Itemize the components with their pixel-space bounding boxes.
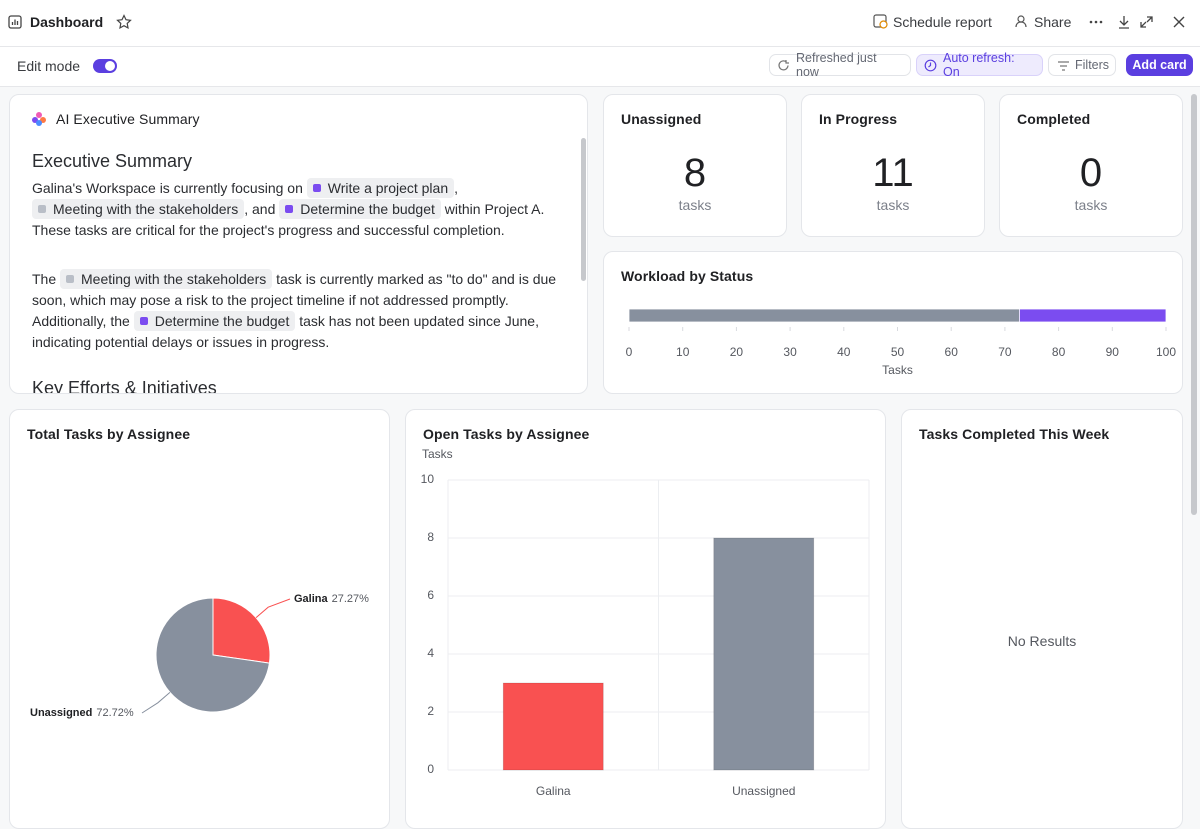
chip-icon [285, 205, 294, 213]
text: , [454, 180, 459, 196]
chip-icon [66, 275, 75, 283]
ai-icon [32, 112, 46, 126]
clock-icon [924, 59, 937, 72]
page-title: Dashboard [30, 14, 104, 30]
chip-label: Meeting with the stakeholders [53, 201, 239, 217]
edit-mode-label: Edit mode [17, 58, 81, 74]
chip-label: Meeting with the stakeholders [81, 271, 267, 287]
stat-card: In Progress 11 tasks [801, 94, 985, 237]
chart-title: Workload by Status [621, 268, 754, 284]
summary-heading: Executive Summary [32, 151, 193, 171]
filters-label: Filters [1075, 58, 1110, 72]
text: , and [244, 201, 280, 217]
refresh-icon [778, 60, 789, 71]
text: The [32, 271, 61, 287]
paragraph: The Meeting with the stakeholders task i… [32, 269, 562, 353]
header-icons[interactable] [1088, 14, 1188, 30]
bar-card: Open Tasks by Assignee [405, 409, 886, 829]
share-icon [1015, 15, 1027, 28]
pie-card: Total Tasks by Assignee [9, 409, 390, 829]
favorite-star[interactable] [116, 14, 132, 30]
task-chip: Determine the budget [279, 199, 441, 219]
card-title: Tasks Completed This Week [919, 426, 1110, 442]
stat-value: 11 [872, 151, 914, 195]
toggle-knob [105, 61, 115, 71]
auto-refresh-label: Auto refresh: On [943, 51, 1015, 79]
stat-card: Completed 0 tasks [999, 94, 1183, 237]
filters-button[interactable]: Filters [1048, 54, 1116, 76]
workload-card: Workload by Status [603, 251, 1183, 394]
stat-title: In Progress [819, 111, 898, 127]
task-chip: Meeting with the stakeholders [32, 199, 245, 219]
stat-unit: tasks [876, 197, 910, 213]
stat-value: 8 [683, 151, 707, 195]
schedule-icon [873, 14, 888, 29]
summary-card: AI Executive Summary Executive Summary G… [9, 94, 588, 394]
chip-icon [38, 205, 46, 213]
no-results: No Results [1007, 633, 1077, 649]
header: Dashboard Schedule report Share [0, 0, 1200, 47]
stat-value: 0 [1079, 151, 1103, 195]
chart-title: Total Tasks by Assignee [27, 426, 191, 442]
add-card-button[interactable]: Add card [1126, 54, 1193, 76]
chart-title: Open Tasks by Assignee [423, 426, 590, 442]
chip-icon [312, 184, 321, 192]
summary-heading-2: Key Efforts & Initiatives [32, 378, 217, 394]
task-chip: Determine the budget [133, 311, 296, 331]
task-chip: Write a project plan [306, 178, 455, 198]
scrollbar[interactable] [581, 138, 586, 281]
text: task has not been updated since June, in… [32, 313, 539, 350]
auto-refresh-button[interactable]: Auto refresh: On [916, 51, 1043, 79]
empty-card: Tasks Completed This Week No Results [901, 409, 1183, 829]
add-card-label: Add card [1132, 58, 1187, 72]
page-scrollbar[interactable] [1191, 94, 1197, 515]
summary-card-title: AI Executive Summary [56, 111, 200, 127]
dashboard-icon [8, 15, 22, 29]
edit-mode-toggle[interactable] [93, 59, 117, 73]
stat-card: Unassigned 8 tasks [603, 94, 787, 237]
share-button[interactable]: Share [1034, 14, 1072, 30]
task-chip: Meeting with the stakeholders [60, 269, 273, 289]
refresh-label: Refreshed just now [796, 51, 877, 79]
stat-unit: tasks [1074, 197, 1108, 213]
paragraph: Galina's Workspace is currently focusing… [32, 178, 562, 241]
summary-paragraphs: Galina's Workspace is currently focusing… [32, 178, 562, 353]
chip-label: Determine the budget [300, 201, 435, 217]
stat-title: Completed [1017, 111, 1091, 127]
text: task is currently marked as "to do" and … [32, 271, 557, 329]
refresh-button[interactable]: Refreshed just now [769, 51, 911, 79]
summary-body: Executive Summary Galina's Workspace is … [32, 151, 562, 394]
text: Galina's Workspace is currently focusing… [32, 180, 307, 196]
schedule-report-button[interactable]: Schedule report [893, 14, 992, 30]
chip-label: Determine the budget [154, 313, 290, 329]
chip-icon [139, 317, 148, 325]
chip-label: Write a project plan [327, 180, 449, 196]
stat-title: Unassigned [621, 111, 702, 127]
text: within Project A. These tasks are critic… [32, 201, 545, 238]
stat-unit: tasks [678, 197, 712, 213]
filter-icon [1058, 61, 1069, 71]
